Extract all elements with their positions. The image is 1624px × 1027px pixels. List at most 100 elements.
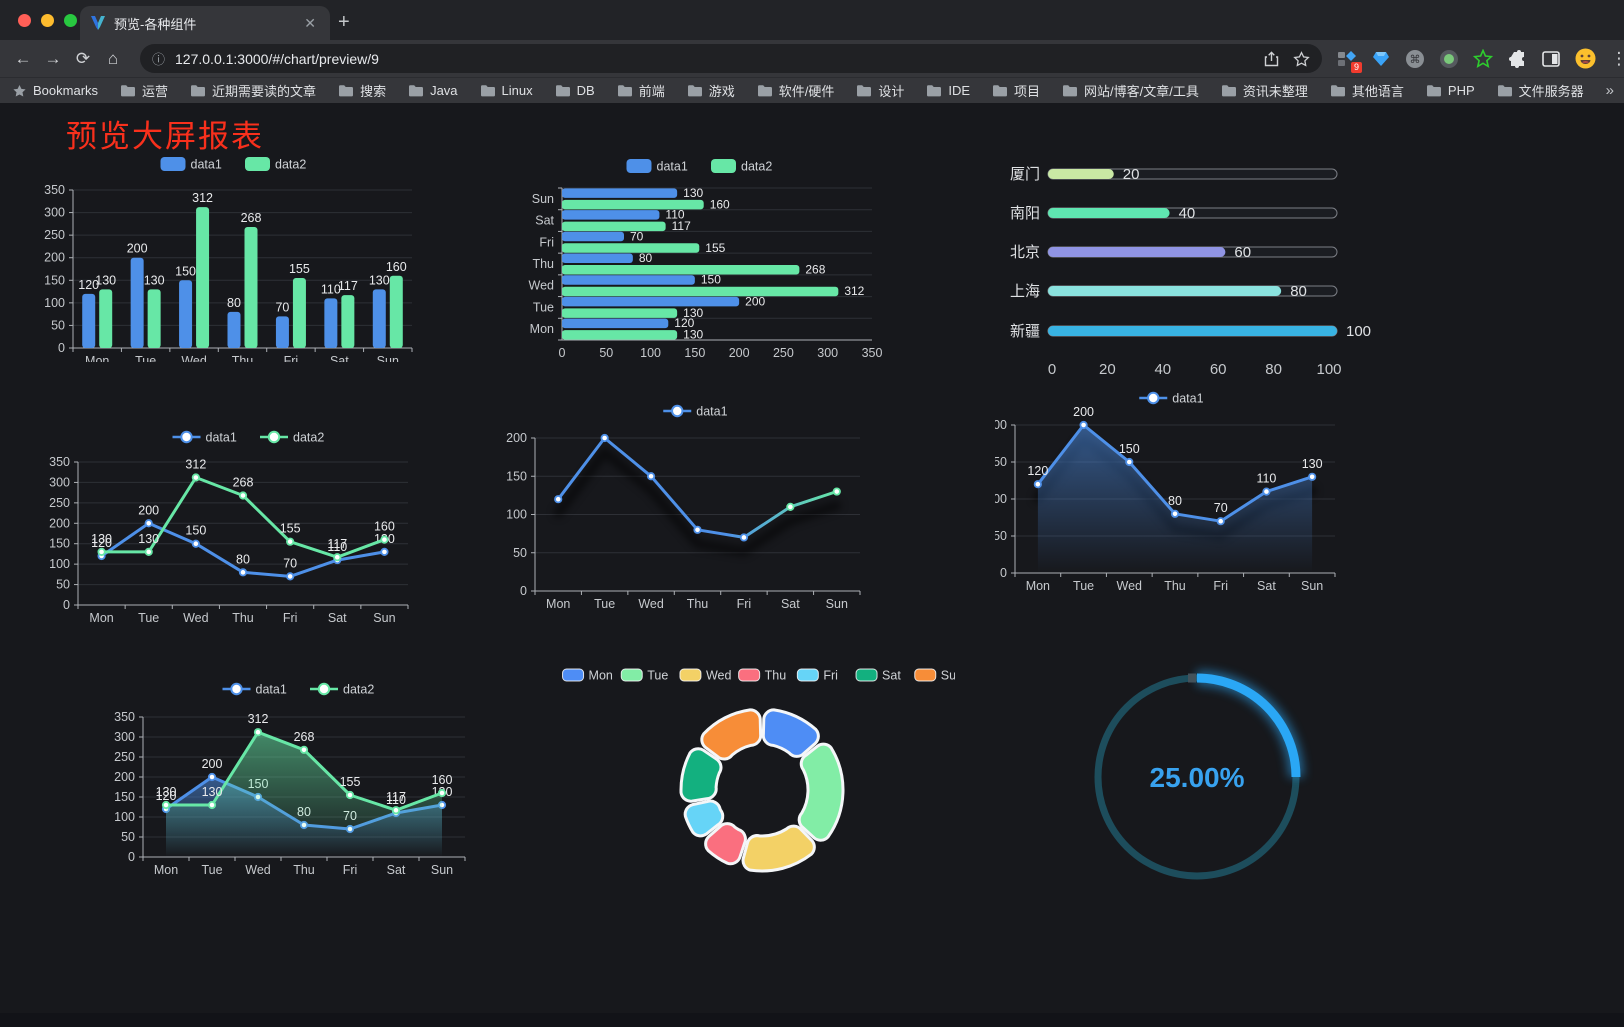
bookmark-item[interactable]: 前端 — [617, 81, 665, 100]
bookmarks-star-icon — [13, 84, 26, 96]
svg-text:Thu: Thu — [532, 257, 554, 271]
folder-icon — [857, 85, 872, 97]
bookmark-item[interactable]: 游戏 — [687, 81, 735, 100]
svg-text:150: 150 — [185, 524, 206, 538]
chart-line-gradient: data1 0 50 100 150 200 Mon Tue Wed Thu Fri Sat Sun — [505, 398, 877, 611]
svg-text:60: 60 — [1234, 244, 1251, 261]
svg-text:268: 268 — [294, 730, 315, 744]
traffic-light-close-icon[interactable] — [18, 14, 31, 27]
bookmark-item[interactable]: 资讯未整理 — [1221, 81, 1308, 100]
folder-icon — [687, 85, 702, 97]
bookmark-item[interactable]: 其他语言 — [1330, 81, 1404, 100]
reload-button[interactable]: ⟳ — [75, 48, 91, 68]
bookmark-item[interactable]: PHP — [1426, 83, 1475, 98]
svg-text:南阳: 南阳 — [1010, 205, 1040, 222]
bookmark-item[interactable]: Java — [408, 83, 458, 98]
svg-text:0: 0 — [58, 341, 65, 355]
svg-text:200: 200 — [995, 418, 1007, 432]
svg-text:0: 0 — [63, 598, 70, 612]
svg-text:Wed: Wed — [706, 669, 732, 683]
bookmark-item[interactable]: DB — [555, 83, 595, 98]
svg-text:130: 130 — [144, 273, 165, 287]
svg-text:100: 100 — [114, 810, 135, 824]
folder-icon — [1221, 85, 1236, 97]
svg-text:130: 130 — [95, 273, 116, 287]
svg-text:160: 160 — [432, 773, 453, 787]
bookmark-star-icon[interactable] — [1293, 50, 1310, 67]
new-tab-button[interactable]: + — [338, 11, 350, 33]
svg-text:Thu: Thu — [232, 354, 254, 362]
home-button[interactable]: ⌂ — [107, 48, 119, 68]
bookmark-item[interactable]: 近期需要读的文章 — [190, 81, 316, 100]
svg-text:150: 150 — [995, 455, 1007, 469]
bottom-edge — [0, 1013, 1624, 1027]
bookmark-item[interactable]: 设计 — [856, 81, 904, 100]
svg-text:Wed: Wed — [529, 279, 555, 293]
traffic-light-minimize-icon[interactable] — [41, 14, 54, 27]
svg-text:40: 40 — [1154, 361, 1171, 378]
extension-gem-icon[interactable] — [1364, 45, 1398, 73]
extension-tampermonkey-icon[interactable]: 9 — [1330, 45, 1364, 73]
bookmarks-overflow-chevron[interactable]: » — [1605, 82, 1615, 99]
svg-text:155: 155 — [340, 775, 361, 789]
svg-text:200: 200 — [745, 294, 765, 308]
bookmark-item[interactable]: IDE — [926, 83, 970, 98]
svg-text:350: 350 — [49, 455, 70, 469]
svg-text:Sun: Sun — [941, 669, 955, 683]
tab-close-icon[interactable]: ✕ — [304, 14, 316, 31]
svg-text:100: 100 — [506, 508, 527, 522]
address-bar[interactable]: ⓘ 127.0.0.1:3000/#/chart/preview/9 — [140, 44, 1322, 73]
share-icon[interactable] — [1264, 50, 1279, 67]
svg-text:20: 20 — [1123, 166, 1140, 183]
page-title: 预览大屏报表 — [66, 119, 264, 154]
svg-text:150: 150 — [44, 273, 65, 287]
svg-text:130: 130 — [683, 328, 703, 342]
svg-text:data1: data1 — [657, 160, 688, 174]
svg-text:155: 155 — [280, 522, 301, 536]
svg-text:312: 312 — [185, 458, 206, 472]
svg-text:110: 110 — [1256, 472, 1276, 486]
back-button[interactable]: ← — [14, 48, 32, 68]
svg-text:268: 268 — [805, 263, 825, 277]
extension-star-icon[interactable] — [1466, 45, 1500, 73]
svg-text:150: 150 — [49, 537, 70, 551]
extension-recorder-icon[interactable] — [1432, 45, 1466, 73]
bookmark-item[interactable]: 搜索 — [338, 81, 386, 100]
folder-icon — [617, 85, 632, 97]
traffic-light-zoom-icon[interactable] — [64, 14, 77, 27]
site-info-icon[interactable]: ⓘ — [152, 52, 166, 67]
svg-text:Fri: Fri — [283, 611, 298, 625]
extensions-puzzle-icon[interactable] — [1500, 45, 1534, 73]
svg-text:130: 130 — [683, 186, 703, 200]
svg-text:Sun: Sun — [532, 192, 554, 206]
extension-command-icon[interactable]: ⌘ — [1398, 45, 1432, 73]
profile-avatar[interactable] — [1568, 45, 1602, 73]
svg-text:150: 150 — [114, 790, 135, 804]
folder-icon — [1497, 85, 1512, 97]
side-panel-icon[interactable] — [1534, 45, 1568, 73]
bookmark-item[interactable]: 网站/博客/文章/工具 — [1062, 81, 1199, 100]
forward-button[interactable]: → — [44, 48, 62, 68]
svg-text:0: 0 — [559, 346, 566, 360]
svg-text:130: 130 — [156, 785, 177, 799]
bookmark-item[interactable]: 运营 — [120, 81, 168, 100]
bookmark-item[interactable]: 项目 — [992, 81, 1040, 100]
svg-text:Fri: Fri — [737, 597, 752, 610]
dashboard-page: 预览大屏报表 data1 data2 0 50 100 150 200 250 300 350 Mo… — [0, 103, 1624, 1013]
bookmark-item[interactable]: Linux — [480, 83, 533, 98]
svg-text:200: 200 — [138, 503, 159, 517]
bookmark-item[interactable]: 文件服务器 — [1497, 81, 1584, 100]
svg-text:350: 350 — [44, 183, 65, 197]
menu-kebab-icon[interactable]: ⋮ — [1610, 48, 1624, 68]
svg-text:250: 250 — [773, 346, 794, 360]
svg-text:350: 350 — [862, 346, 883, 360]
svg-text:350: 350 — [114, 710, 135, 724]
svg-text:150: 150 — [506, 469, 527, 483]
bookmark-item[interactable]: 软件/硬件 — [757, 81, 834, 100]
url-text[interactable]: 127.0.0.1:3000/#/chart/preview/9 — [175, 50, 379, 67]
svg-text:80: 80 — [236, 552, 250, 566]
bookmarks-manager[interactable]: Bookmarks — [12, 83, 98, 98]
svg-text:Sat: Sat — [535, 214, 554, 228]
svg-text:Wed: Wed — [245, 863, 271, 877]
browser-tab[interactable]: 预览-各种组件 ✕ — [80, 6, 330, 40]
